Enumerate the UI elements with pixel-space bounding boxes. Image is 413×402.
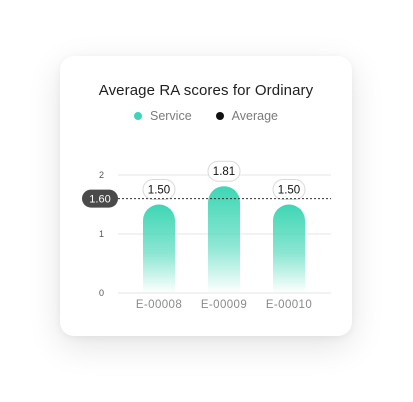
value-label-pill <box>272 179 306 200</box>
y-tick-label: 2 <box>99 170 104 180</box>
y-tick-label: 0 <box>99 288 104 298</box>
legend-dot-service <box>133 112 142 120</box>
legend-label-service: Service <box>149 109 192 123</box>
chart-card: Average RA scores for Ordinary Service A… <box>60 56 352 336</box>
y-tick-label: 1 <box>99 229 104 239</box>
average-badge <box>82 189 118 208</box>
value-label: 1.50 <box>148 185 170 197</box>
chart-plot: 0 1 2 1.50 E-00008 1.81 E-00009 1.50 E-00010 1.60 <box>82 160 331 311</box>
x-tick-label: E-00010 <box>266 299 312 311</box>
chart-legend: Service Average <box>60 109 352 123</box>
legend-dot-average <box>215 112 224 120</box>
value-label-pill <box>142 179 176 200</box>
bar-E-00008 <box>143 204 175 293</box>
average-label: 1.60 <box>89 194 110 206</box>
value-label: 1.81 <box>213 166 235 178</box>
chart-title: Average RA scores for Ordinary <box>98 82 314 99</box>
bar-E-00010 <box>273 204 305 293</box>
value-label: 1.50 <box>278 185 300 197</box>
x-tick-label: E-00009 <box>201 299 247 311</box>
legend-item-service[interactable]: Service <box>133 109 192 123</box>
x-tick-label: E-00008 <box>136 299 182 311</box>
legend-item-average[interactable]: Average <box>215 109 279 123</box>
value-label-pill <box>207 160 241 182</box>
legend-label-average: Average <box>231 109 279 123</box>
bar-E-00009 <box>208 186 240 293</box>
